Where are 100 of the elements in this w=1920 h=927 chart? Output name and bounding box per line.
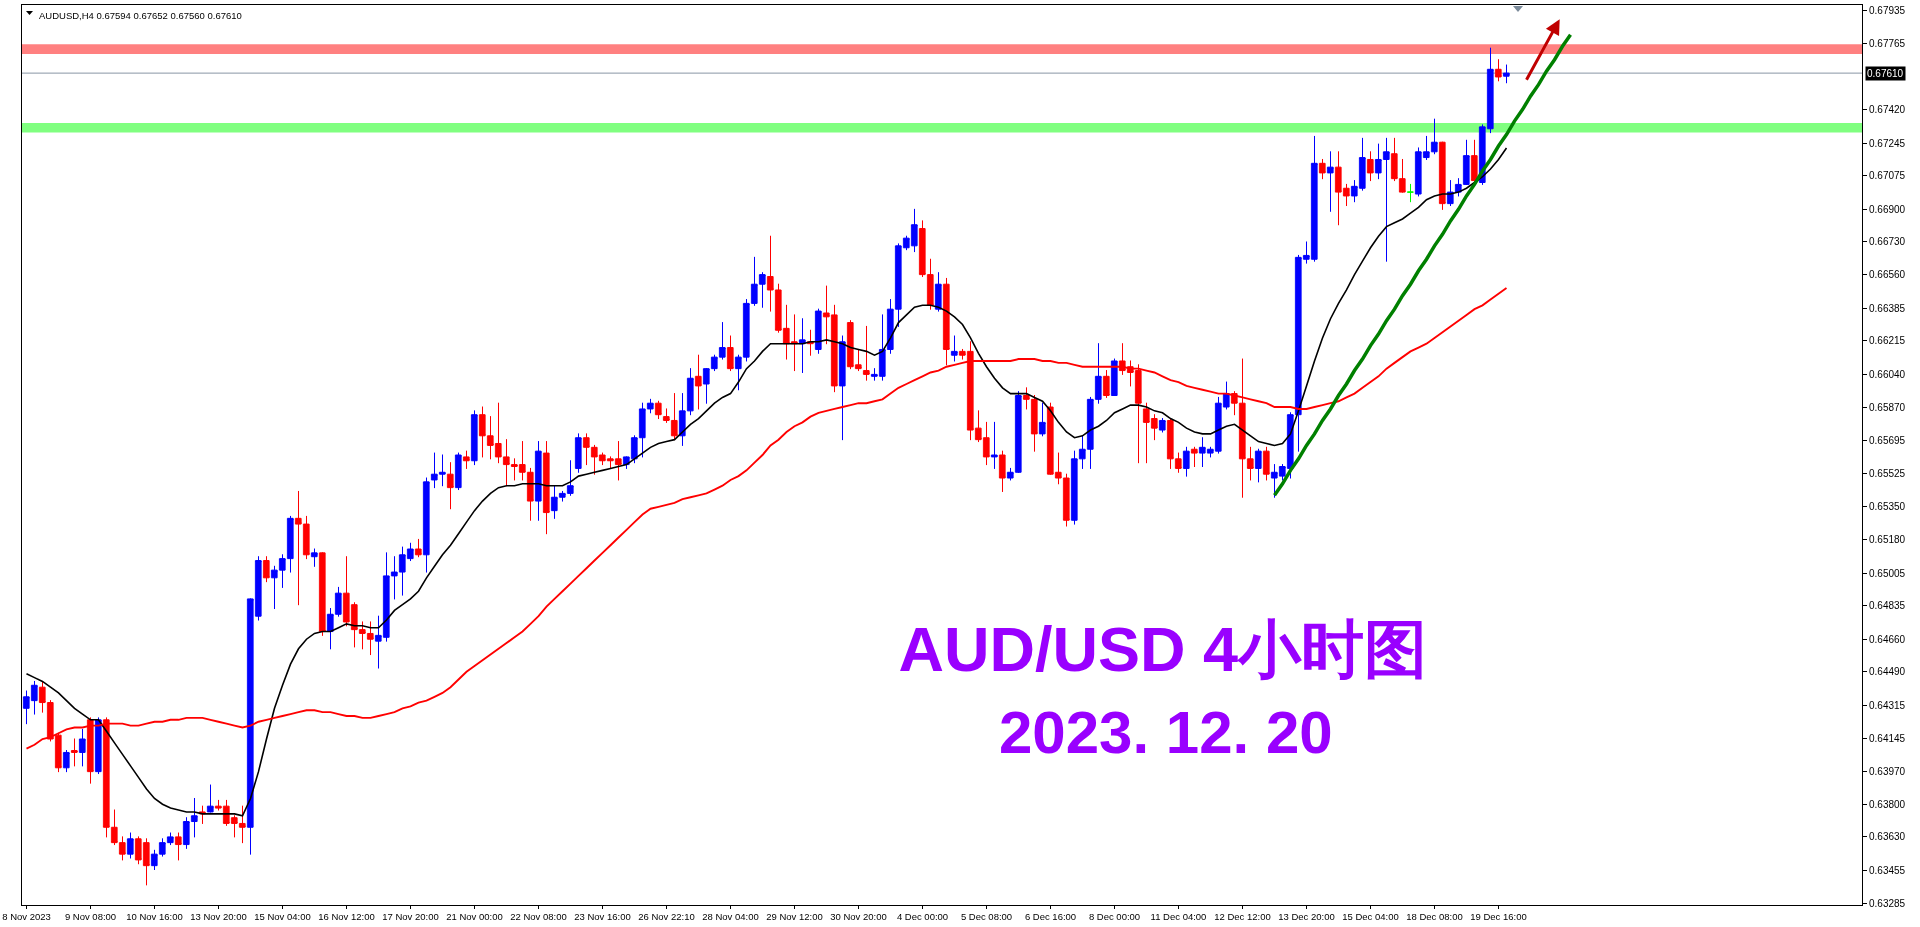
line-series: [1272, 32, 1573, 498]
x-tick-label: 13 Dec 20:00: [1278, 911, 1335, 923]
x-tick-label: 10 Nov 16:00: [126, 911, 183, 923]
y-tick-label: 0.66040: [1869, 368, 1906, 380]
candlestick: [463, 450, 470, 469]
candlestick: [815, 308, 822, 354]
candlestick: [175, 832, 182, 861]
y-tick-label: 0.66730: [1869, 236, 1906, 248]
x-tick-label: 21 Nov 00:00: [446, 911, 503, 923]
x-tick-label: 22 Nov 08:00: [510, 911, 567, 923]
candlestick: [1183, 446, 1190, 477]
candlestick: [839, 335, 846, 441]
y-tick-label: 0.63970: [1869, 766, 1906, 778]
x-tick-label: 16 Nov 12:00: [318, 911, 375, 923]
x-tick-label: 6 Dec 16:00: [1024, 911, 1077, 923]
candlestick: [935, 272, 942, 312]
candlestick: [1103, 370, 1110, 398]
candlestick: [1159, 418, 1166, 433]
candlestick: [1191, 446, 1198, 468]
candlestick: [311, 548, 318, 567]
candlestick: [799, 318, 806, 373]
x-tick-label: 28 Nov 04:00: [702, 911, 759, 923]
y-tick-label: 0.63630: [1869, 831, 1906, 843]
candlestick: [1319, 158, 1326, 180]
x-tick-label: 23 Nov 16:00: [574, 911, 631, 923]
candlestick: [1111, 358, 1118, 397]
y-tick-label: 0.67420: [1869, 104, 1906, 116]
y-tick-label: 0.63455: [1869, 864, 1906, 876]
x-tick-label: 5 Dec 08:00: [960, 911, 1013, 923]
y-tick-label: 0.67765: [1869, 37, 1906, 49]
y-tick-label: 0.67245: [1869, 137, 1906, 149]
candlestick: [415, 538, 422, 558]
y-tick-label: 0.64835: [1869, 600, 1906, 612]
candlestick: [863, 325, 870, 381]
y-tick-label: 0.66385: [1869, 302, 1906, 314]
y-tick-label: 0.64660: [1869, 633, 1906, 645]
x-tick-label: 26 Nov 22:10: [638, 911, 695, 923]
text: AUD/USD 4小时图: [898, 613, 1428, 684]
y-tick-label: 0.65180: [1869, 533, 1906, 545]
candlestick: [951, 335, 958, 362]
candlestick: [263, 556, 270, 583]
candlestick: [1263, 446, 1270, 481]
candlestick: [727, 335, 734, 372]
candlestick: [447, 462, 454, 510]
candlestick: [1407, 183, 1414, 203]
y-tick-label: 0.65695: [1869, 435, 1906, 447]
candlestick: [999, 450, 1006, 492]
candlestick: [1255, 448, 1262, 483]
candlestick: [71, 738, 78, 767]
x-tick-label: 8 Nov 2023: [2, 911, 51, 923]
x-tick-label: 13 Nov 20:00: [190, 911, 247, 923]
x-tick-label: 29 Nov 12:00: [766, 911, 823, 923]
x-tick-label: 12 Dec 12:00: [1214, 911, 1271, 923]
candlestick: [207, 784, 214, 813]
candlestick: [63, 750, 70, 773]
candlestick: [471, 410, 478, 466]
y-tick-label: 0.65870: [1869, 401, 1906, 413]
candlestick: [1039, 402, 1046, 437]
candlestick: [1503, 64, 1510, 84]
candlestick: [1327, 151, 1334, 212]
y-tick-label: 0.66560: [1869, 269, 1906, 281]
candlestick: [543, 441, 550, 535]
y-tick-label: 0.65350: [1869, 501, 1906, 513]
x-tick-label: 8 Dec 00:00: [1088, 911, 1141, 923]
x-tick-label: 15 Nov 04:00: [254, 911, 311, 923]
x-tick-label: 18 Dec 08:00: [1406, 911, 1463, 923]
y-tick-label: 0.65005: [1869, 567, 1906, 579]
y-tick-label: 0.63285: [1869, 897, 1906, 909]
y-tick-label: 0.63800: [1869, 798, 1906, 810]
x-tick-label: 15 Dec 04:00: [1342, 911, 1399, 923]
candlestick: [1495, 59, 1502, 82]
candlestick: [695, 354, 702, 410]
text: 2023. 12. 20: [999, 699, 1333, 766]
candlestick: [535, 441, 542, 521]
candlestick: [95, 717, 102, 775]
x-tick-label: 17 Nov 20:00: [382, 911, 439, 923]
y-tick-label: 0.67075: [1869, 170, 1906, 182]
x-tick-label: 9 Nov 08:00: [64, 911, 117, 923]
line-series: [25, 147, 1508, 817]
y-tick-label: 0.66215: [1869, 335, 1906, 347]
ref-line-label: 0.67610: [1867, 68, 1904, 79]
x-tick-label: 19 Dec 16:00: [1470, 911, 1527, 923]
annotation: AUDUSD,H4 0.67594 0.67652 0.67560 0.67610: [39, 10, 242, 21]
candlestick: [79, 728, 86, 767]
candlestick: [991, 421, 998, 469]
y-tick-label: 0.64490: [1869, 666, 1906, 678]
candlestick: [1439, 141, 1446, 210]
candlestick: [319, 552, 326, 636]
y-tick-label: 0.67935: [1869, 5, 1906, 17]
y-tick-label: 0.65525: [1869, 467, 1906, 479]
y-tick-label: 0.64145: [1869, 732, 1906, 744]
y-tick-label: 0.64315: [1869, 699, 1906, 711]
x-tick-label: 4 Dec 00:00: [896, 911, 949, 923]
candlestick: [575, 433, 582, 473]
candlestick: [1367, 151, 1374, 182]
y-tick-label: 0.66900: [1869, 203, 1906, 215]
candlestick: [127, 832, 134, 859]
x-tick-label: 30 Nov 20:00: [830, 911, 887, 923]
candlestick: [655, 400, 662, 420]
candlestick: [455, 452, 462, 491]
